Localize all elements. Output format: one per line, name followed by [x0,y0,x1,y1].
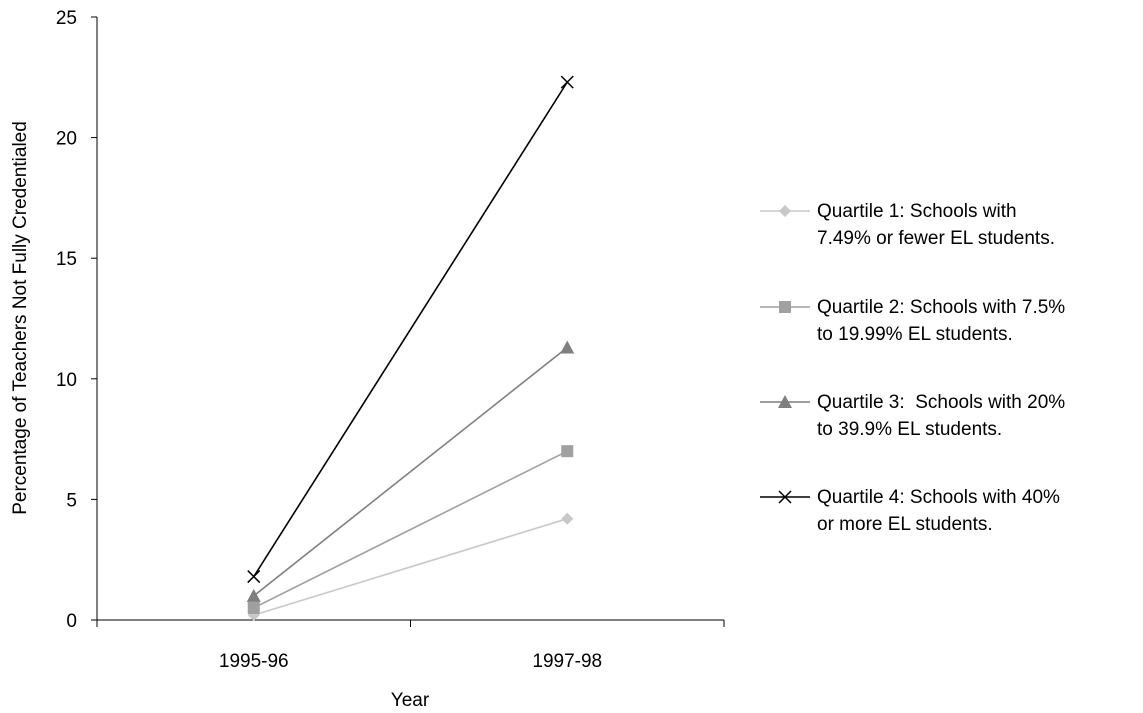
x-tick-labels: 1995-96 1997-98 [219,651,602,672]
series-line [253,346,568,597]
x-marker-stroke [560,75,574,89]
legend-item-4: Quartile 4: Schools with 40% or more EL s… [760,487,1060,535]
legend-label: Quartile 3: Schools with 20% [817,392,1065,413]
series-line [253,517,568,616]
x-tick-label: 1995-96 [219,651,289,672]
legend-item-3: Quartile 3: Schools with 20% to 39.9% EL … [760,392,1065,440]
y-tick-label: 5 [66,490,77,511]
y-tick-label: 25 [56,8,77,29]
y-axis-title: Percentage of Teachers Not Fully Credent… [10,121,31,515]
legend-label: Quartile 2: Schools with 7.5% [817,297,1065,318]
x-axis-title: Year [391,690,430,711]
legend-marker [778,395,792,408]
series-lines [246,75,575,622]
x-tick-label: 1997-98 [532,651,602,672]
x-marker-stroke [247,570,261,584]
data-point [560,75,574,89]
data-point [560,340,575,354]
legend-marker [778,490,792,504]
series-3 [246,340,575,602]
legend-item-2: Quartile 2: Schools with 7.5% to 19.99% E… [760,297,1065,345]
y-tick-label: 10 [56,370,77,391]
legend-label: to 19.99% EL students. [817,324,1013,345]
data-point [247,570,261,584]
legend: Quartile 1: Schools with 7.49% or fewer E… [760,201,1065,535]
legend-marker [779,205,791,217]
y-tick-label: 0 [66,611,77,632]
series-line [253,450,568,609]
data-point [247,601,260,614]
legend-item-1: Quartile 1: Schools with 7.49% or fewer E… [760,201,1055,249]
chart-axes [91,16,725,627]
data-point [561,445,574,458]
legend-label: Quartile 1: Schools with [817,201,1017,222]
data-point [246,588,261,602]
x-marker-stroke [778,490,792,504]
legend-label: Quartile 4: Schools with 40% [817,487,1060,508]
series-4 [247,75,574,584]
legend-label: 7.49% or fewer EL students. [817,228,1055,249]
legend-label: or more EL students. [817,514,993,535]
y-tick-label: 20 [56,129,77,150]
series-2 [247,445,574,614]
data-point [561,512,574,525]
y-tick-labels: 0 5 10 15 20 25 [56,8,77,632]
series-line [253,81,568,578]
y-tick-label: 15 [56,249,77,270]
legend-marker [779,301,791,313]
legend-label: to 39.9% EL students. [817,419,1002,440]
